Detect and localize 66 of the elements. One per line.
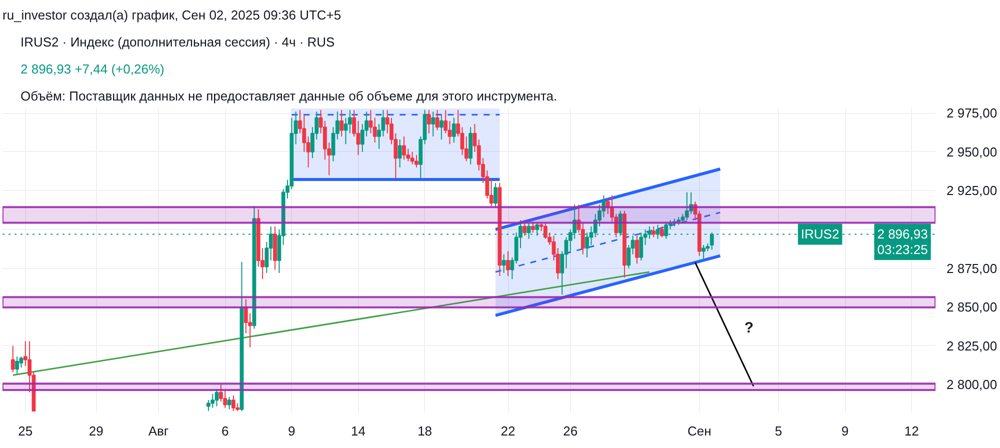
candlestick xyxy=(431,111,436,137)
candlestick xyxy=(302,114,306,152)
candlestick xyxy=(464,136,468,162)
candlestick xyxy=(439,114,444,140)
annotation: 03:23:25 xyxy=(877,242,928,257)
candlestick xyxy=(502,254,506,274)
x-tick-label: 29 xyxy=(88,424,104,438)
candlestick xyxy=(531,221,535,234)
x-tick-label: 22 xyxy=(500,424,516,438)
candlestick xyxy=(506,250,510,277)
candlestick xyxy=(460,126,464,156)
chart-subtitle: Объём: Поставщик данных не предоставляет данные об объеме для этого инструмента. xyxy=(20,88,558,104)
candlestick xyxy=(652,226,656,238)
chart-title: IRUS2 · Индекс (дополнительная сессия) · 4ч · RUS xyxy=(20,34,336,50)
x-tick-label: 6 xyxy=(221,424,229,438)
candlestick xyxy=(414,154,418,168)
candlestick xyxy=(660,226,664,238)
candlestick xyxy=(19,356,24,368)
candlestick xyxy=(231,394,236,412)
candlestick xyxy=(15,356,20,374)
candlestick xyxy=(340,110,344,137)
y-tick-label: 2 950,00 xyxy=(946,144,998,160)
text: 2 896,93 +7,44 (+0,26%) xyxy=(20,62,164,76)
x-tick-label: 25 xyxy=(18,424,33,438)
y-tick-label: 2 800,00 xyxy=(946,377,998,392)
candlestick xyxy=(680,213,685,224)
candlestick xyxy=(494,182,498,208)
x-tick-label: 26 xyxy=(563,424,578,438)
x-tick-label: 9 xyxy=(288,424,296,438)
candlestick xyxy=(10,345,15,373)
x-tick-label: 14 xyxy=(350,424,366,438)
ref-line-label: 2 896,93 xyxy=(877,226,928,242)
y-tick-label: 2 925,00 xyxy=(946,183,998,198)
annotation: IRUS2 xyxy=(800,226,840,242)
candlestick xyxy=(398,139,402,168)
candlestick xyxy=(410,151,414,165)
candlestick xyxy=(372,117,377,144)
candlestick xyxy=(227,396,232,410)
candlestick xyxy=(344,117,348,145)
annotation: ? xyxy=(744,320,754,336)
candlestick xyxy=(402,136,406,160)
candlestick xyxy=(522,221,527,236)
candlestick xyxy=(684,192,689,221)
candlestick xyxy=(444,110,448,134)
candlestick xyxy=(452,117,456,144)
candlestick xyxy=(580,222,585,255)
y-tick-label: 2 875,00 xyxy=(946,260,998,276)
candlestick xyxy=(427,110,431,134)
text: ru_investor создал(а) график, Сен 02, 2025 09:36 UTC+5 xyxy=(2,8,342,22)
x-tick-label: Авг xyxy=(148,424,169,438)
candlestick xyxy=(702,244,706,261)
candlestick xyxy=(448,120,452,145)
candlestick xyxy=(210,393,215,408)
x-tick-label: 5 xyxy=(774,424,782,438)
x-tick-label: 9 xyxy=(841,424,849,438)
x-tick-label: 18 xyxy=(418,424,432,438)
x-tick-label: Сен xyxy=(687,424,712,438)
candlestick xyxy=(626,244,631,269)
candlestick xyxy=(348,110,352,134)
y-tick-label: 2 825,00 xyxy=(946,338,998,354)
x-tick-label: 12 xyxy=(904,424,919,438)
candlestick xyxy=(368,110,373,134)
candlestick xyxy=(635,235,639,264)
y-tick-label: 2 850,00 xyxy=(946,300,998,315)
y-tick-label: 2 975,00 xyxy=(946,106,998,121)
candlestick xyxy=(489,179,494,207)
